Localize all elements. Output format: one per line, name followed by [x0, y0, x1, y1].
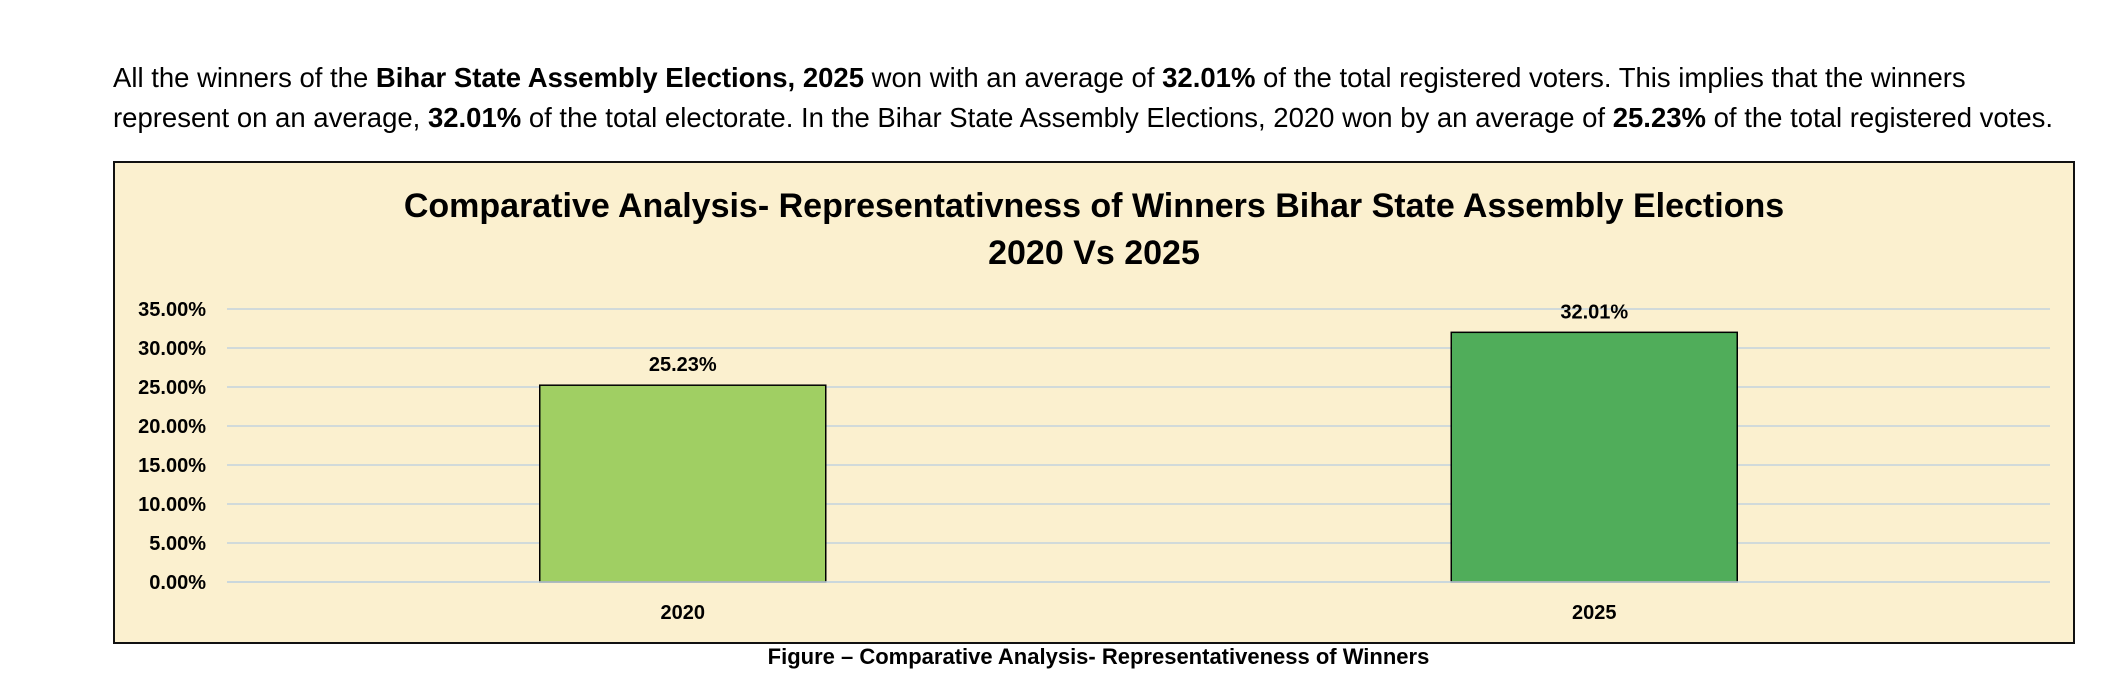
y-tick-label: 5.00%: [149, 533, 206, 555]
data-label: 32.01%: [1560, 301, 1628, 323]
data-label: 25.23%: [649, 354, 717, 376]
y-tick-label: 15.00%: [138, 455, 206, 477]
bar-2020: [539, 384, 827, 583]
chart-title-line-2: 2020 Vs 2025: [988, 234, 1200, 272]
intro-bold-value: 32.01%: [1162, 62, 1256, 93]
intro-text: of the total registered votes.: [1706, 102, 2053, 133]
chart-title-line-1: Comparative Analysis- Representativness …: [403, 187, 1785, 225]
x-category-label: 2020: [661, 602, 706, 624]
intro-paragraph: All the winners of the Bihar State Assem…: [113, 58, 2073, 138]
y-tick-label: 20.00%: [138, 416, 206, 438]
y-tick-label: 30.00%: [138, 338, 206, 360]
y-tick-label: 35.00%: [138, 299, 206, 321]
intro-text: of the total registered voters. This imp…: [113, 62, 1966, 133]
y-tick-label: 0.00%: [149, 572, 206, 594]
intro-text: of the total electorate. In the Bihar St…: [521, 102, 1613, 133]
intro-text: All the winners of the: [113, 62, 376, 93]
chart-title: Comparative Analysis- Representativness …: [115, 183, 2073, 277]
figure-caption: Figure – Comparative Analysis- Represent…: [767, 644, 1430, 669]
y-tick-label: 10.00%: [138, 494, 206, 516]
intro-text: won with an average of: [864, 62, 1163, 93]
intro-bold-election: Bihar State Assembly Elections, 2025: [375, 62, 865, 93]
y-tick-label: 25.00%: [138, 377, 206, 399]
intro-bold-value: 25.23%: [1612, 102, 1706, 133]
intro-bold-value: 32.01%: [427, 102, 522, 133]
bar-2025: [1450, 331, 1738, 583]
x-category-label: 2025: [1572, 602, 1617, 624]
chart-area: Comparative Analysis- Representativness …: [113, 161, 2075, 644]
bar-chart: 0.00% 5.00% 10.00% 15.00% 20.00% 25.00% 30.00%…: [138, 299, 2050, 624]
